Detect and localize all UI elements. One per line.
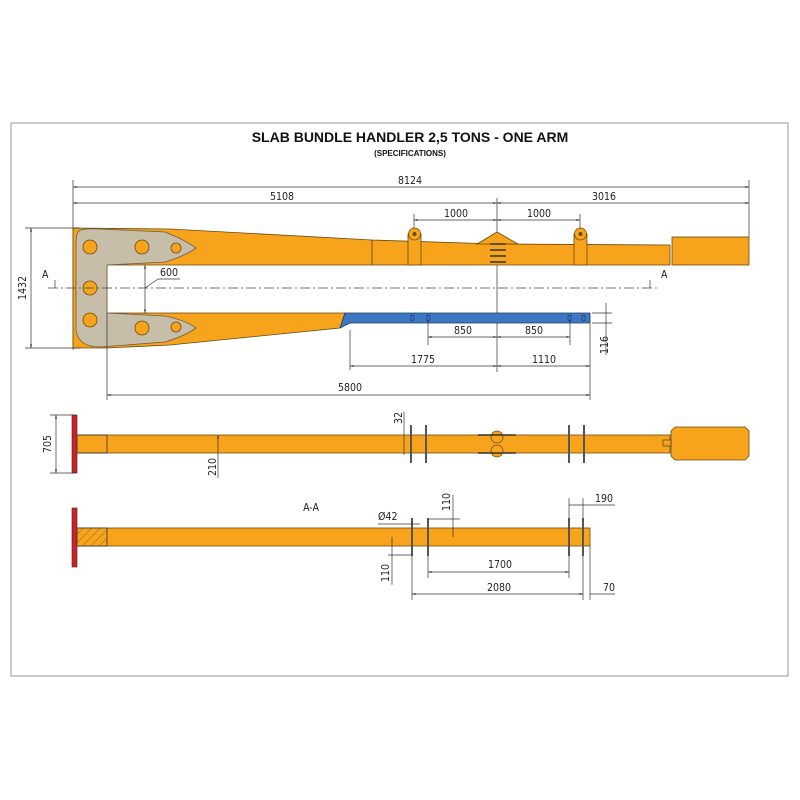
side-center-clamp	[478, 430, 516, 458]
dim-slot-left: 850	[454, 325, 472, 337]
dim-offset-top: 110	[441, 493, 453, 511]
section-label: A-A	[303, 502, 319, 514]
dim-left: 5108	[270, 191, 294, 203]
dim-height: 1432	[17, 276, 29, 300]
section-view: A-A Ø42 110 110 1700 2080 70 190	[71, 493, 615, 600]
dim-right: 3016	[592, 191, 616, 203]
section-marker-right: A	[661, 269, 668, 281]
dim-lug-left: 1000	[444, 208, 468, 220]
dim-inner-length: 5800	[338, 382, 362, 394]
end-plate	[71, 414, 78, 474]
lifting-lug-right	[573, 227, 588, 266]
dim-bar-thickness: 116	[599, 336, 611, 354]
plate-holes	[82, 239, 182, 336]
drawing-subtitle: (SPECIFICATIONS)	[374, 149, 446, 158]
dim-plate-height: 705	[42, 435, 54, 453]
counterweight	[671, 236, 750, 266]
top-view: 8124 5108 3016 1000 1000 A A 600	[17, 175, 750, 400]
side-counterweight	[670, 426, 750, 461]
dim-bar-left: 1775	[411, 354, 435, 366]
lifting-lug-left	[407, 227, 422, 266]
drawing-title: SLAB BUNDLE HANDLER 2,5 TONS - ONE ARM	[252, 129, 569, 145]
center-bolts	[490, 243, 506, 263]
dim-gap: 600	[160, 267, 178, 279]
dim-end-spacing: 190	[595, 493, 613, 505]
side-bolts	[410, 425, 585, 463]
dim-lug-right: 1000	[527, 208, 551, 220]
dim-hole-diameter: Ø42	[378, 511, 397, 523]
dim-overall: 8124	[398, 175, 422, 187]
dim-bolt: 32	[393, 412, 405, 424]
dim-slot-right: 850	[525, 325, 543, 337]
dim-offset-bottom: 110	[380, 564, 392, 582]
clamp-plate	[75, 228, 197, 348]
side-view: 705 210 32	[42, 412, 750, 478]
side-beam	[76, 434, 671, 454]
dim-beam-height: 210	[207, 458, 219, 476]
center-bracket	[475, 231, 520, 245]
fork-bar	[339, 312, 591, 329]
dim-spacing-inner: 1700	[488, 559, 512, 571]
dim-end-offset: 70	[603, 582, 615, 594]
section-hatch	[76, 527, 108, 547]
dim-spacing-outer: 2080	[487, 582, 511, 594]
dim-bar-right: 1110	[532, 354, 556, 366]
section-marker-left: A	[42, 269, 49, 281]
section-beam	[76, 527, 591, 547]
section-end-plate	[71, 507, 78, 568]
sheet-border	[10, 122, 789, 677]
